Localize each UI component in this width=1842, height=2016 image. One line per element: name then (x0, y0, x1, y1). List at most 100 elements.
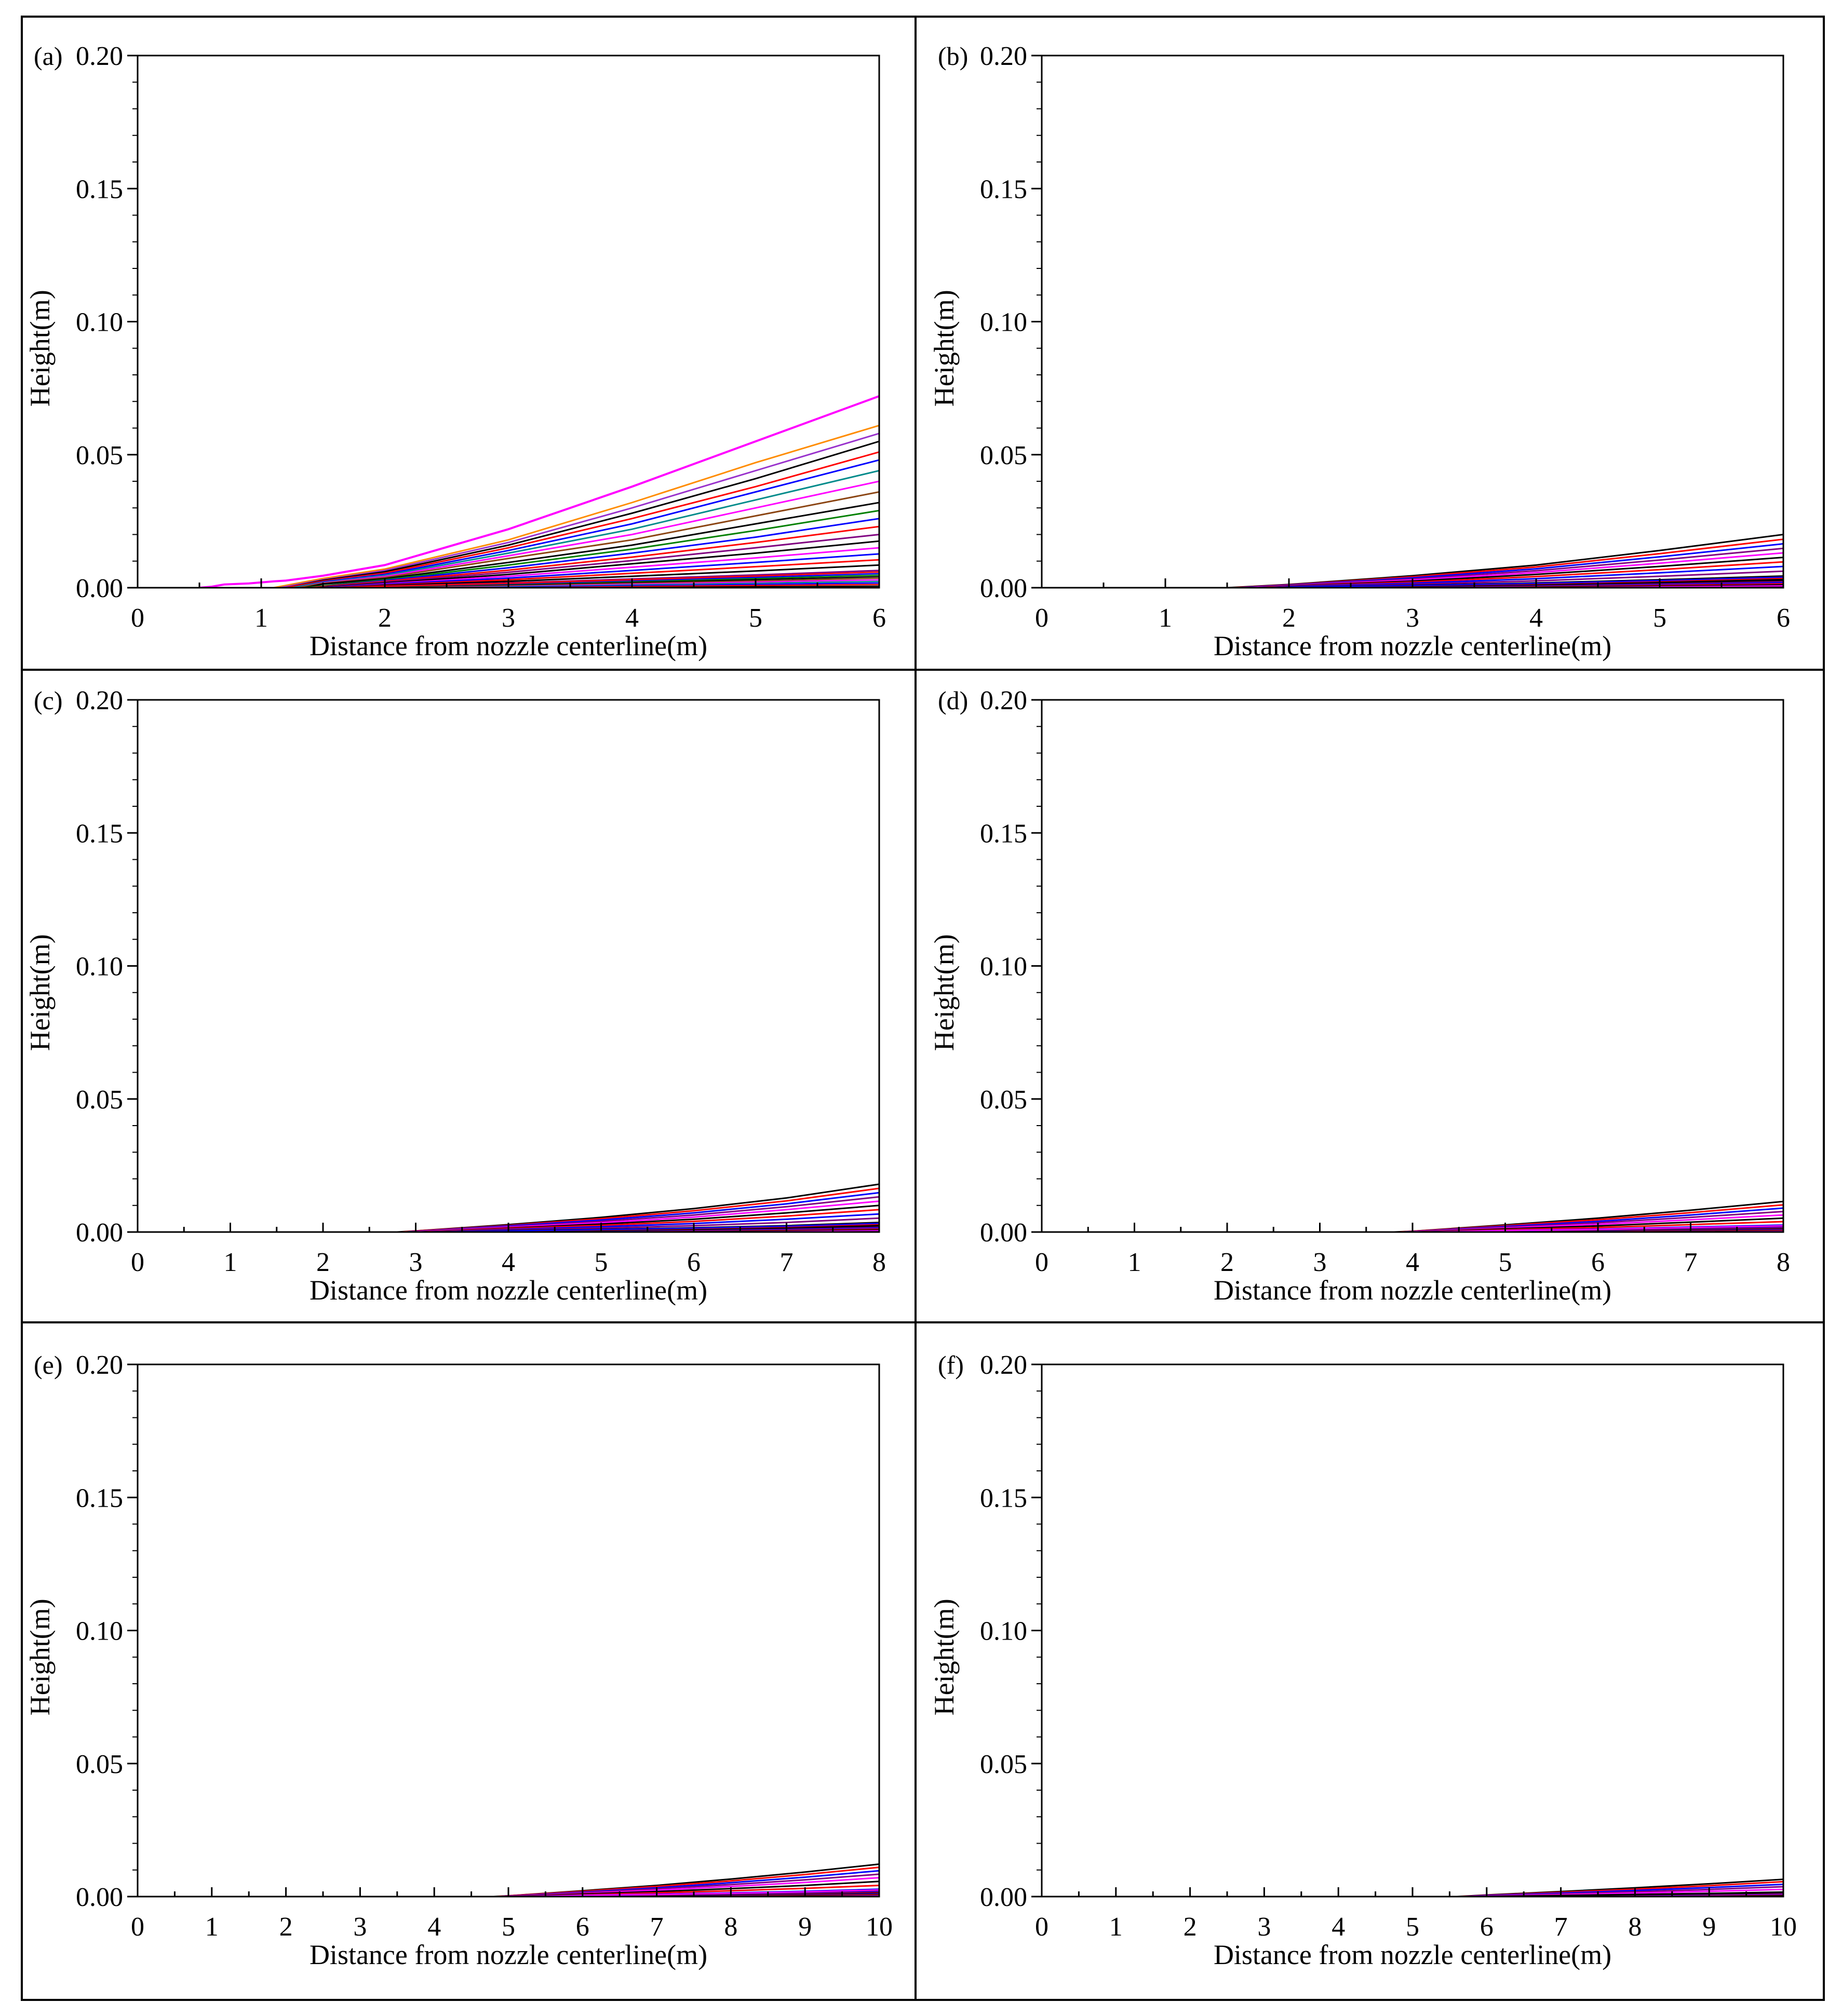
panel-b-x-tick-label: 6 (1777, 603, 1790, 633)
panel-c-x-tick-label: 8 (872, 1248, 886, 1277)
figure-outer-border (21, 16, 1825, 2001)
panel-c-x-tick-label: 4 (502, 1248, 515, 1277)
panel-f-y-tick-label: 0.00 (980, 1883, 1027, 1912)
panel-c-x-tick-label: 1 (224, 1248, 237, 1277)
panel-d-y-tick-label: 0.20 (980, 686, 1027, 715)
panel-f-y-axis-label: Height(m) (929, 1599, 960, 1715)
panel-d-x-tick-label: 1 (1128, 1248, 1141, 1277)
panel-frames (21, 16, 1825, 2001)
panel-c-x-tick-label: 7 (780, 1248, 794, 1277)
panel-b: 0 1 2 3 4 5 6 0.00 0.05 0.10 0.15 0.20 (b) Distance f… (929, 42, 1790, 661)
panel-f-y-tick-label: 0.20 (980, 1350, 1027, 1380)
panel-b-series-group (1227, 534, 1783, 588)
panel-d-y-axis-label: Height(m) (929, 934, 960, 1051)
panel-a-y-axis-label: Height(m) (24, 290, 56, 407)
panel-a-x-tick-label: 0 (131, 603, 144, 633)
panel-a-x-tick-label: 3 (502, 603, 515, 633)
panel-e-x-tick-label: 6 (576, 1912, 589, 1942)
panel-d-x-tick-label: 8 (1777, 1248, 1790, 1277)
panel-b-x-tick-label: 5 (1653, 603, 1666, 633)
panel-b-x-tick-label: 3 (1406, 603, 1419, 633)
panel-a-x-axis-label: Distance from nozzle centerline(m) (310, 630, 707, 661)
panel-a-y-tick-label: 0.00 (76, 574, 123, 603)
panel-a: 0 1 2 3 4 5 6 0.00 0.05 0.10 0.15 0.20 (a) Distance f… (24, 42, 886, 661)
panel-d-x-axis-label: Distance from nozzle centerline(m) (1214, 1275, 1611, 1306)
panel-d-x-tick-label: 5 (1499, 1248, 1512, 1277)
panel-b-y-tick-label: 0.20 (980, 42, 1027, 71)
panel-d-x-tick-label: 7 (1684, 1248, 1698, 1277)
panel-b-y-tick-label: 0.00 (980, 574, 1027, 603)
panel-a-x-tick-label: 4 (625, 603, 639, 633)
panel-c-plot-frame (137, 699, 880, 1233)
panel-a-plot-frame (137, 55, 880, 589)
panel-b-x-tick-label: 1 (1159, 603, 1172, 633)
panel-f-label: (f) (938, 1350, 964, 1379)
panel-e-y-tick-label: 0.00 (76, 1883, 123, 1912)
panel-a-series-s2 (273, 424, 879, 588)
panel-f-x-tick-label: 9 (1702, 1912, 1716, 1942)
panel-b-y-tick-label: 0.15 (980, 174, 1027, 204)
panel-c-x-tick-label: 5 (595, 1248, 608, 1277)
panel-f-y-tick-label: 0.05 (980, 1750, 1027, 1779)
panel-a-y-tick-label: 0.10 (76, 308, 123, 337)
panel-a-label: (a) (34, 42, 63, 71)
panel-a-y-tick-label: 0.15 (76, 174, 123, 204)
panel-e-x-tick-label: 7 (650, 1912, 664, 1942)
panel-a-y-tick-label: 0.20 (76, 42, 123, 71)
panel-d-label: (d) (938, 686, 968, 715)
panel-e: 0 1 2 3 4 5 6 7 8 9 10 0.00 0.05 0.10 0.15 0.20 (e) Dista… (24, 1350, 893, 1970)
panel-d-y-tick-label: 0.10 (980, 952, 1027, 982)
panel-e-y-axis-label: Height(m) (24, 1599, 56, 1715)
panel-d-y-tick-label: 0.15 (980, 819, 1027, 848)
panel-b-y-tick-label: 0.10 (980, 308, 1027, 337)
panel-f-x-tick-label: 4 (1332, 1912, 1345, 1942)
panel-e-x-tick-label: 10 (866, 1912, 893, 1942)
panel-f-x-tick-label: 7 (1554, 1912, 1568, 1942)
panel-c-x-tick-label: 2 (316, 1248, 330, 1277)
panel-c-y-tick-label: 0.10 (76, 952, 123, 982)
panel-a-series-s11 (304, 509, 879, 588)
panel-b-label: (b) (938, 42, 968, 71)
panel-c-x-tick-label: 3 (409, 1248, 423, 1277)
panel-c-x-tick-label: 6 (687, 1248, 701, 1277)
panel-a-dense-trajectory-10 (335, 571, 879, 588)
panel-d-x-tick-label: 0 (1035, 1248, 1048, 1277)
panel-e-y-tick-label: 0.15 (76, 1483, 123, 1513)
panel-b-x-tick-label: 0 (1035, 603, 1048, 633)
panel-f-x-tick-label: 10 (1770, 1912, 1797, 1942)
panel-c-x-axis-label: Distance from nozzle centerline(m) (310, 1275, 707, 1306)
panel-d-y-tick-label: 0.00 (980, 1218, 1027, 1248)
panel-e-x-tick-label: 0 (131, 1912, 144, 1942)
panel-f-y-tick-label: 0.15 (980, 1483, 1027, 1513)
panel-e-y-tick-label: 0.20 (76, 1350, 123, 1380)
panel-f-x-tick-label: 6 (1480, 1912, 1494, 1942)
panel-c: 0 1 2 3 4 5 6 7 8 0.00 0.05 0.10 0.15 0.20 (c) Distance… (24, 686, 886, 1306)
panel-f-x-tick-label: 0 (1035, 1912, 1048, 1942)
panel-d-x-tick-label: 2 (1220, 1248, 1234, 1277)
panel-d-x-tick-label: 6 (1591, 1248, 1605, 1277)
panel-e-x-tick-label: 8 (724, 1912, 737, 1942)
panel-f-x-tick-label: 8 (1628, 1912, 1642, 1942)
panel-d-plot-frame (1041, 699, 1784, 1233)
panel-a-y-tick-label: 0.05 (76, 441, 123, 470)
panel-a-x-tick-label: 2 (378, 603, 392, 633)
panel-e-label: (e) (34, 1350, 63, 1379)
panel-c-y-tick-label: 0.00 (76, 1218, 123, 1248)
panel-b-x-tick-label: 2 (1282, 603, 1296, 633)
panel-f-series-group (1457, 1878, 1783, 1897)
panel-f: 0 1 2 3 4 5 6 7 8 9 10 0.00 0.05 0.10 0.15 0.20 (f) Dista… (929, 1350, 1797, 1970)
panel-b-x-tick-label: 4 (1529, 603, 1543, 633)
panel-f-x-tick-label: 2 (1184, 1912, 1197, 1942)
panel-e-plot-frame (137, 1363, 880, 1898)
panel-f-y-tick-label: 0.10 (980, 1617, 1027, 1646)
panel-e-x-tick-label: 2 (279, 1912, 293, 1942)
panel-d: 0 1 2 3 4 5 6 7 8 0.00 0.05 0.10 0.15 0.20 (d) Distance… (929, 686, 1790, 1306)
panel-e-y-tick-label: 0.10 (76, 1617, 123, 1646)
panel-a-x-tick-label: 5 (749, 603, 762, 633)
panel-e-x-tick-label: 4 (427, 1912, 441, 1942)
panel-f-x-tick-label: 1 (1109, 1912, 1123, 1942)
panel-e-x-axis-label: Distance from nozzle centerline(m) (310, 1939, 707, 1970)
panel-c-y-axis-label: Height(m) (24, 934, 56, 1051)
panel-b-plot-frame (1041, 55, 1784, 589)
